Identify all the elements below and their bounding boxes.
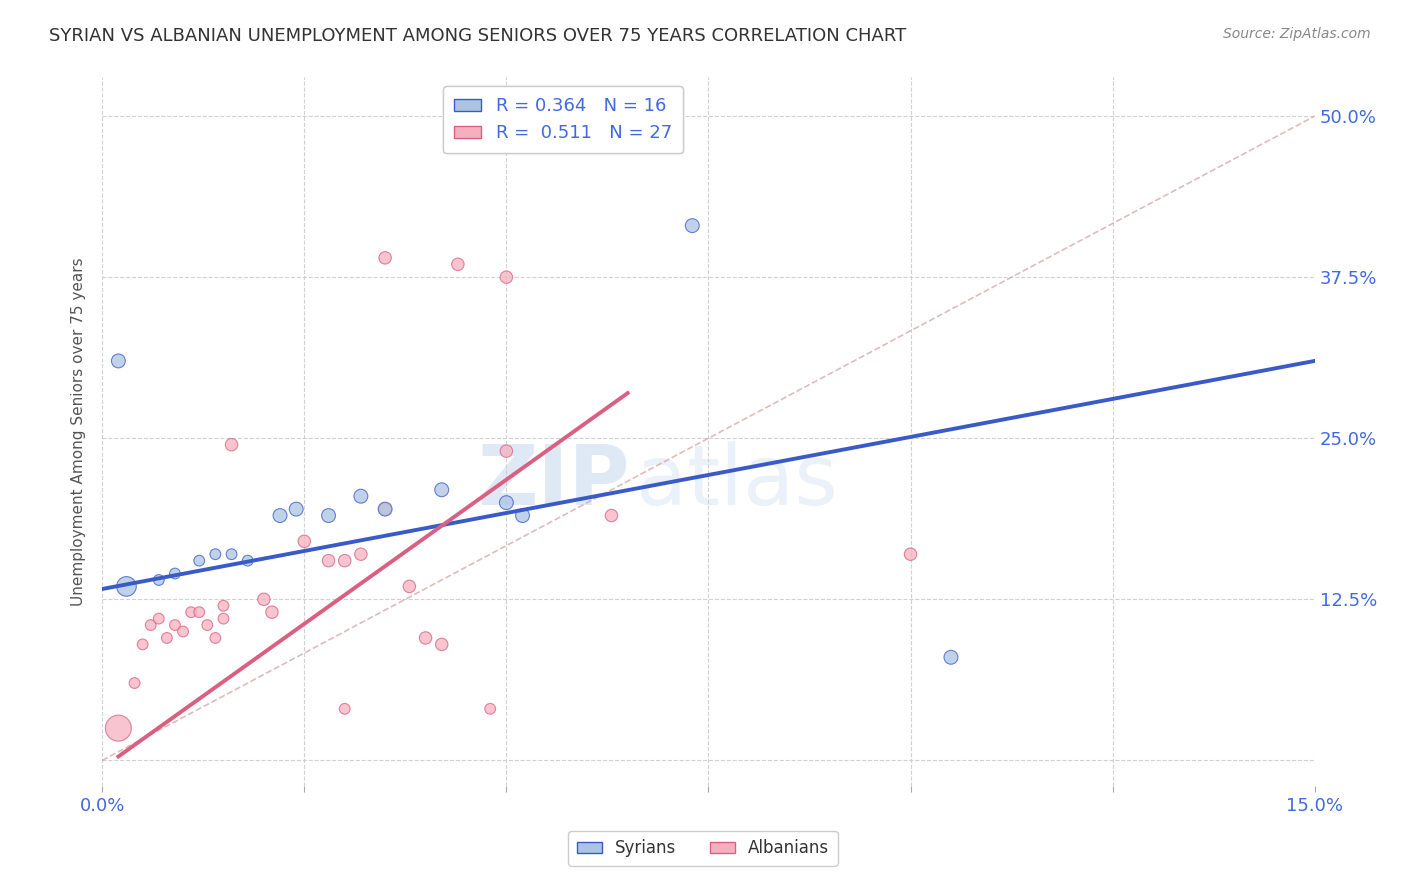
Point bbox=[107, 354, 129, 368]
Point bbox=[430, 483, 453, 497]
Point bbox=[350, 547, 373, 561]
Point bbox=[495, 496, 517, 510]
Point bbox=[188, 554, 211, 568]
Point bbox=[479, 702, 502, 716]
Point bbox=[221, 438, 243, 452]
Point bbox=[285, 502, 308, 516]
Y-axis label: Unemployment Among Seniors over 75 years: Unemployment Among Seniors over 75 years bbox=[72, 258, 86, 606]
Point bbox=[333, 702, 356, 716]
Point bbox=[318, 508, 340, 523]
Point bbox=[204, 547, 226, 561]
Point bbox=[212, 612, 235, 626]
Point bbox=[156, 631, 179, 645]
Point bbox=[374, 502, 396, 516]
Point bbox=[430, 637, 453, 651]
Point bbox=[495, 270, 517, 285]
Point bbox=[139, 618, 162, 632]
Point bbox=[204, 631, 226, 645]
Point bbox=[172, 624, 194, 639]
Point bbox=[188, 605, 211, 619]
Point bbox=[269, 508, 291, 523]
Point bbox=[253, 592, 276, 607]
Text: SYRIAN VS ALBANIAN UNEMPLOYMENT AMONG SENIORS OVER 75 YEARS CORRELATION CHART: SYRIAN VS ALBANIAN UNEMPLOYMENT AMONG SE… bbox=[49, 27, 907, 45]
Point bbox=[115, 579, 138, 593]
Point bbox=[148, 612, 170, 626]
Point bbox=[415, 631, 437, 645]
Point bbox=[195, 618, 218, 632]
Point bbox=[131, 637, 153, 651]
Point bbox=[374, 502, 396, 516]
Point bbox=[236, 554, 259, 568]
Point bbox=[180, 605, 202, 619]
Text: ZIP: ZIP bbox=[477, 441, 630, 522]
Point bbox=[124, 676, 146, 690]
Point bbox=[163, 618, 186, 632]
Text: Source: ZipAtlas.com: Source: ZipAtlas.com bbox=[1223, 27, 1371, 41]
Legend: Syrians, Albanians: Syrians, Albanians bbox=[568, 831, 838, 866]
Point bbox=[512, 508, 534, 523]
Point bbox=[447, 257, 470, 271]
Point bbox=[681, 219, 703, 233]
Point bbox=[495, 444, 517, 458]
Legend: R = 0.364   N = 16, R =  0.511   N = 27: R = 0.364 N = 16, R = 0.511 N = 27 bbox=[443, 87, 683, 153]
Point bbox=[374, 251, 396, 265]
Point bbox=[148, 573, 170, 587]
Point bbox=[398, 579, 420, 593]
Point bbox=[260, 605, 283, 619]
Point bbox=[900, 547, 922, 561]
Point bbox=[212, 599, 235, 613]
Point bbox=[292, 534, 315, 549]
Point bbox=[939, 650, 962, 665]
Point bbox=[221, 547, 243, 561]
Point bbox=[163, 566, 186, 581]
Text: atlas: atlas bbox=[636, 441, 838, 522]
Point bbox=[350, 489, 373, 503]
Point bbox=[333, 554, 356, 568]
Point bbox=[600, 508, 623, 523]
Point bbox=[318, 554, 340, 568]
Point bbox=[107, 721, 129, 735]
